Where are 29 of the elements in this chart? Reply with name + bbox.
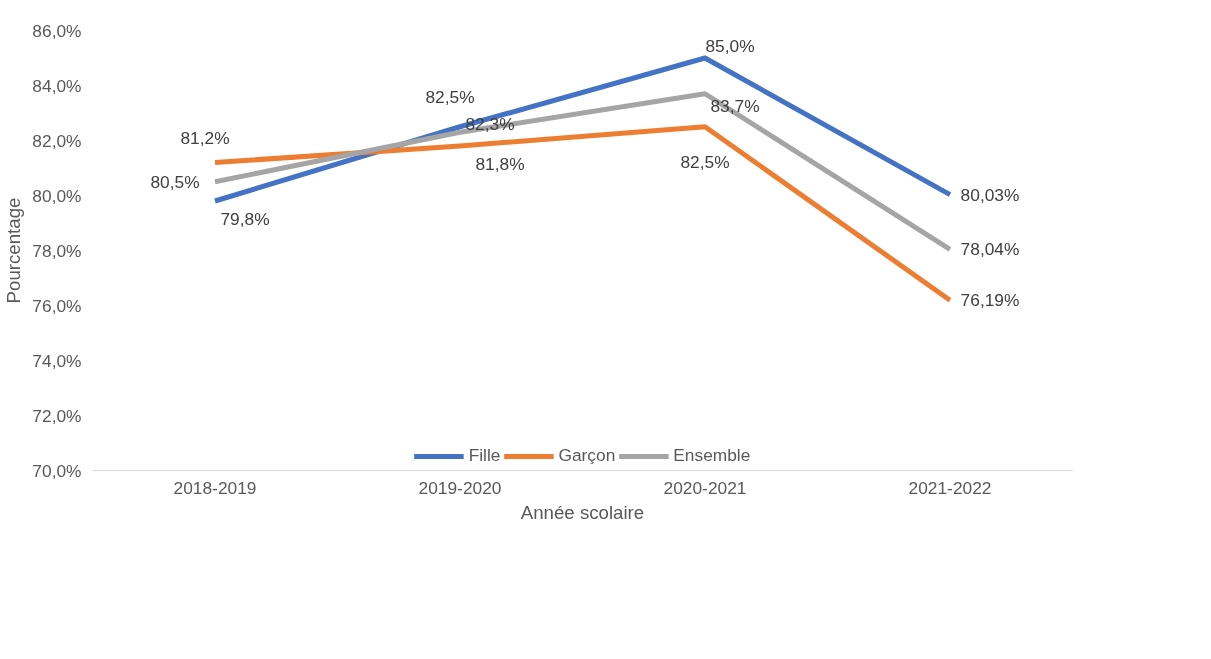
data-label: 78,04%: [960, 239, 1020, 260]
data-label: 83,7%: [710, 95, 760, 116]
x-tick-label: 2021-2022: [908, 477, 992, 498]
x-tick-label: 2018-2019: [173, 477, 257, 498]
legend-label: Ensemble: [673, 445, 751, 466]
y-tick-label: 84,0%: [32, 75, 82, 96]
data-label: 81,2%: [180, 127, 230, 148]
x-tick-label: 2019-2020: [418, 477, 502, 498]
data-label: 85,0%: [705, 36, 755, 56]
y-tick-label: 78,0%: [32, 240, 82, 261]
data-label: 79,8%: [220, 209, 270, 229]
legend-label: Garçon: [558, 445, 616, 466]
y-tick-label: 86,0%: [32, 20, 82, 41]
y-axis-title: Pourcentage: [3, 197, 25, 304]
legend-label: Fille: [468, 445, 501, 466]
y-tick-label: 74,0%: [32, 350, 82, 371]
y-tick-label: 82,0%: [32, 130, 82, 151]
x-tick-label: 2020-2021: [663, 477, 747, 498]
data-label: 80,03%: [960, 184, 1020, 205]
x-axis-title: Année scolaire: [520, 501, 645, 523]
data-label: 82,5%: [425, 86, 475, 107]
data-label: 82,5%: [680, 151, 730, 172]
data-label: 80,5%: [150, 171, 200, 192]
data-label: 81,8%: [475, 154, 525, 174]
y-tick-label: 70,0%: [32, 460, 82, 481]
data-label: 76,19%: [960, 290, 1020, 311]
y-tick-label: 72,0%: [32, 405, 82, 426]
y-tick-label: 76,0%: [32, 295, 82, 316]
y-tick-label: 80,0%: [32, 185, 82, 206]
